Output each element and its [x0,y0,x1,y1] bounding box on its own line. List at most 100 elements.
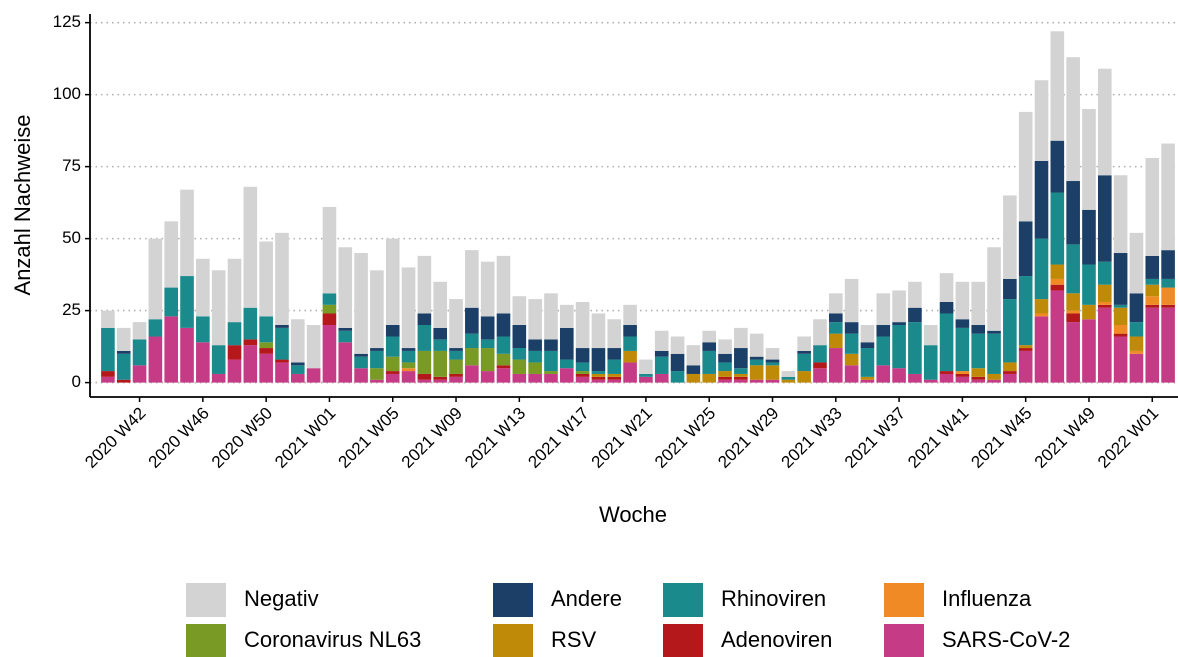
bar-segment [797,371,811,383]
legend-label: Coronavirus NL63 [244,627,421,652]
bar-segment [813,368,827,383]
bar-segment [1050,192,1065,265]
bar-segment [718,353,732,363]
bar-segment [1161,278,1175,288]
bar-segment [496,353,511,366]
bar-segment [180,327,194,383]
bar-segment [607,348,622,360]
bar-segment [860,376,875,380]
bar-segment [480,261,495,317]
bar-segment [971,376,986,380]
bar-segment [1003,278,1017,300]
bar-segment [164,221,179,288]
bar-segment [797,353,811,372]
bar-segment [1161,250,1175,279]
bar-segment [718,362,732,372]
bar-segment [465,348,479,366]
x-tick-label: 2021 W13 [461,404,529,472]
bar-segment [1082,304,1096,320]
bar-segment [575,376,590,383]
bar-segment [243,186,258,308]
bar-segment [1034,316,1049,383]
bar-segment [148,238,163,320]
bar-segment [132,339,147,366]
bar-segment [275,327,289,360]
bar-segment [892,325,906,369]
bar-segment [892,322,906,326]
x-tick-label: 2021 W37 [841,404,909,472]
bar-segment [449,348,463,351]
bar-segment [876,336,891,366]
legend-label: Andere [551,586,622,611]
x-tick-label: 2021 W21 [588,404,656,472]
bar-segment [290,319,305,363]
bar-segment [132,365,147,383]
bar-segment [1145,307,1160,383]
bar-segment [908,322,922,374]
bar-segment [971,281,986,326]
bar-segment [1066,310,1080,314]
bar-segment [1129,322,1144,337]
bar-segment [765,362,780,366]
bar-segment [749,365,764,380]
bar-segment [654,350,669,357]
bar-segment [1050,140,1065,193]
bar-segment [180,189,194,277]
bar-segment [797,336,811,351]
bar-segment [734,327,748,349]
bar-segment [1113,336,1128,383]
bar-segment [860,325,875,343]
y-axis-title: Anzahl Nachweise [10,115,35,296]
bar-segment [1034,238,1049,300]
bar-segment [290,365,305,374]
legend-label: RSV [551,627,597,652]
bar-segment [322,304,337,314]
bar-segment [338,327,353,331]
bar-segment [575,371,590,374]
x-tick-label: 2021 W45 [967,404,1035,472]
bar-segment [354,253,368,354]
bar-segment [955,376,970,383]
bar-segment [828,293,843,314]
bar-segment [1129,232,1144,294]
bar-segment [781,376,796,380]
bar-segment [259,348,273,354]
bar-segment [1018,221,1033,277]
bar-segment [480,316,495,340]
y-tick-label: 100 [53,84,81,103]
bar-segment [654,356,669,374]
bar-segment [591,313,606,349]
bar-segment [749,356,764,360]
bar-segment [987,333,1001,374]
x-tick-label: 2020 W50 [208,404,276,472]
bar-segment [670,353,685,372]
bar-segment [607,319,622,349]
bar-segment [765,379,780,383]
bar-segment [465,365,479,383]
bar-segment [449,299,463,349]
bar-segment [1082,264,1096,305]
legend-label: Influenza [942,586,1032,611]
bar-segment [528,362,542,374]
bar-segment [290,373,305,383]
bar-segment [575,348,590,363]
bar-segment [939,373,954,383]
bar-segment [196,342,210,383]
bar-segment [971,333,986,369]
bar-segment [955,319,970,328]
bar-segment [496,368,511,383]
bar-segment [275,362,289,383]
x-tick-label: 2021 W29 [714,404,782,472]
bar-segment [749,379,764,383]
bar-segment [385,336,400,357]
bar-segment [828,348,843,383]
bar-segment [259,353,273,383]
bar-segment [1145,304,1160,308]
bar-segment [575,362,590,372]
y-tick-label: 75 [62,156,81,175]
bar-segment [623,325,637,337]
bar-segment [1082,209,1096,265]
bar-segment [544,371,558,374]
bar-segment [1113,333,1128,337]
bar-segment [433,379,448,383]
